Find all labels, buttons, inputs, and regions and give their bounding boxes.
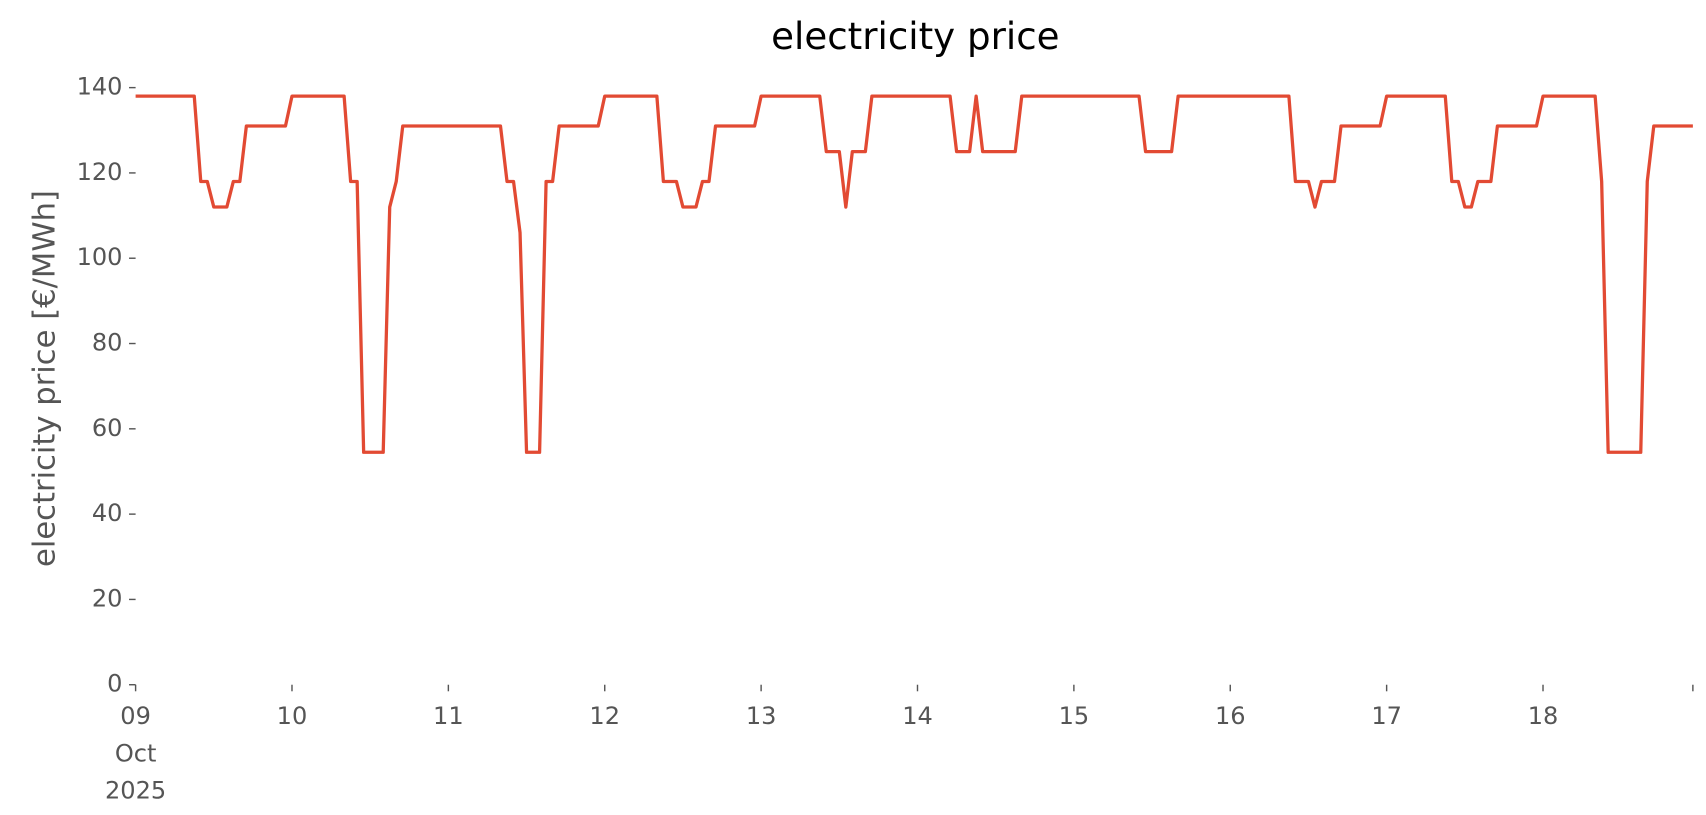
x-tick-label: 12: [589, 702, 620, 730]
x-tick-label: 15: [1059, 702, 1090, 730]
x-tick-label: 11: [433, 702, 464, 730]
x-tick-label: 14: [902, 702, 933, 730]
x-tick-label: 17: [1371, 702, 1402, 730]
y-tick-label: 40: [92, 499, 123, 527]
y-tick-label: 100: [77, 243, 123, 271]
x-tick-label: 13: [746, 702, 777, 730]
y-tick-label: 20: [92, 584, 123, 612]
x-tick-label: 09 Oct 2025: [105, 702, 166, 804]
y-tick-label: 0: [107, 670, 122, 698]
y-axis-label: electricity price [€/MWh]: [27, 190, 62, 567]
y-tick-label: 120: [77, 158, 123, 186]
x-tick-label: 10: [277, 702, 308, 730]
x-tick-label: 18: [1528, 702, 1559, 730]
y-tick-label: 60: [92, 414, 123, 442]
y-tick-label: 140: [77, 73, 123, 101]
x-tick-label: 16: [1215, 702, 1246, 730]
price-line: [135, 94, 1693, 454]
chart-title: electricity price: [771, 14, 1059, 58]
y-tick-label: 80: [92, 329, 123, 357]
